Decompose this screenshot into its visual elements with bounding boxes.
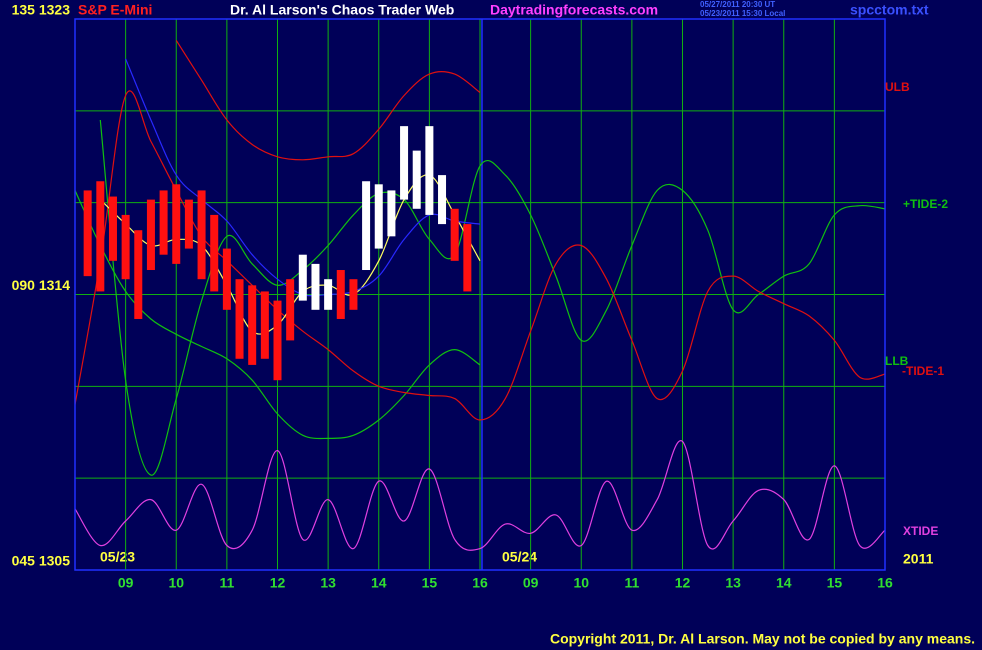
series-line [75,190,481,440]
price-bar [184,199,193,249]
instrument: S&P E-Mini [78,2,152,18]
price-bar [273,300,282,381]
timestamp: 05/23/2011 15:30 Local [700,9,785,18]
series-label: +TIDE-2 [903,197,948,211]
series-label: LLB [885,354,909,368]
plot-frame [74,18,886,571]
price-bar [159,190,168,255]
price-bar [336,270,345,319]
price-bar [311,263,320,310]
date-label: 05/23 [100,549,135,565]
series-label: ULB [885,80,910,94]
price-bar [298,254,307,301]
y-tick-label: 090 1314 [12,277,71,293]
price-bar [260,291,269,359]
price-bar [450,208,459,261]
x-tick-label: 13 [725,575,741,591]
price-bar [425,126,434,215]
price-bar [438,175,447,225]
price-bar [374,184,383,249]
series-line [75,440,885,551]
x-tick-label: 10 [168,575,184,591]
series-line [99,119,885,476]
x-tick-label: 15 [827,575,843,591]
price-bar [210,214,219,292]
x-tick-label: 09 [118,575,134,591]
x-tick-label: 16 [472,575,488,591]
price-bar [286,279,295,341]
series-label: -TIDE-1 [902,364,944,378]
price-bar [134,230,143,319]
website: Daytradingforecasts.com [490,2,658,18]
x-tick-label: 13 [320,575,336,591]
x-tick-label: 12 [675,575,691,591]
x-tick-label: 15 [422,575,438,591]
price-bar [362,181,371,271]
year-label: 2011 [903,551,934,567]
price-bar [400,126,409,200]
timestamp: 05/27/2011 20:30 UT [700,0,775,9]
price-bar [387,190,396,237]
price-bar [324,279,333,310]
x-tick-label: 10 [573,575,589,591]
price-bar [121,214,130,280]
series-line [175,40,481,161]
y-tick-label: 045 1305 [12,553,71,569]
chart-title: Dr. Al Larson's Chaos Trader Web [230,2,454,18]
price-bar [108,196,117,261]
copyright: Copyright 2011, Dr. Al Larson. May not b… [550,631,975,647]
price-bar [83,190,92,277]
x-tick-label: 14 [776,575,792,591]
series-label: XTIDE [903,524,938,538]
price-bar [463,224,472,292]
price-bar [146,199,155,271]
price-bar [96,181,105,292]
x-tick-label: 16 [877,575,893,591]
plot-area [75,19,885,570]
price-bar [222,248,231,310]
x-tick-label: 12 [270,575,286,591]
x-tick-label: 11 [219,575,234,591]
price-bar [349,279,358,310]
x-tick-label: 11 [624,575,639,591]
x-tick-label: 14 [371,575,387,591]
price-bar [172,184,181,264]
price-bar [412,150,421,209]
y-tick-label: 135 1323 [12,2,71,18]
x-tick-label: 09 [523,575,539,591]
price-bar [197,190,206,280]
file-name: spcctom.txt [850,2,929,18]
price-bar [248,285,257,365]
price-bar [235,279,244,359]
date-label: 05/24 [502,549,537,565]
